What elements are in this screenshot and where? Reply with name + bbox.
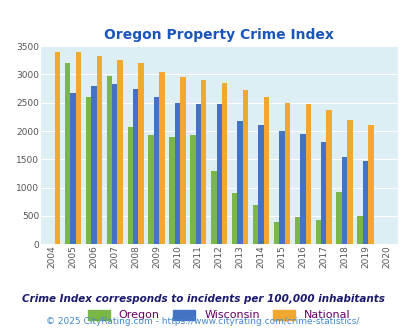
Bar — [242, 90, 248, 244]
Text: Crime Index corresponds to incidents per 100,000 inhabitants: Crime Index corresponds to incidents per… — [21, 294, 384, 304]
Bar — [117, 60, 123, 244]
Bar — [252, 205, 258, 244]
Text: © 2025 CityRating.com - https://www.cityrating.com/crime-statistics/: © 2025 CityRating.com - https://www.city… — [46, 317, 359, 326]
Bar — [356, 216, 362, 244]
Bar — [127, 127, 132, 244]
Bar — [341, 156, 346, 244]
Bar — [153, 97, 159, 244]
Bar — [91, 86, 96, 244]
Bar — [336, 192, 341, 244]
Bar — [75, 52, 81, 244]
Bar — [294, 217, 299, 244]
Bar — [320, 142, 326, 244]
Bar — [346, 120, 352, 244]
Bar — [169, 137, 174, 244]
Bar — [107, 76, 112, 244]
Bar — [231, 193, 237, 244]
Bar — [138, 63, 143, 244]
Bar — [159, 72, 164, 244]
Bar — [148, 135, 153, 244]
Bar — [284, 103, 289, 244]
Bar — [263, 97, 269, 244]
Bar — [305, 104, 310, 244]
Bar — [96, 56, 102, 244]
Bar — [85, 97, 91, 244]
Bar — [55, 52, 60, 244]
Bar — [299, 134, 305, 244]
Bar — [180, 77, 185, 244]
Bar — [200, 80, 206, 244]
Bar — [273, 221, 279, 244]
Legend: Oregon, Wisconsin, National: Oregon, Wisconsin, National — [83, 305, 354, 325]
Bar — [70, 93, 75, 244]
Bar — [195, 104, 200, 244]
Bar — [190, 135, 195, 244]
Bar — [362, 161, 367, 244]
Title: Oregon Property Crime Index: Oregon Property Crime Index — [104, 28, 333, 42]
Bar — [279, 131, 284, 244]
Bar — [326, 110, 331, 244]
Bar — [367, 125, 373, 244]
Bar — [315, 220, 320, 244]
Bar — [216, 104, 222, 244]
Bar — [237, 121, 242, 244]
Bar — [174, 103, 180, 244]
Bar — [112, 84, 117, 244]
Bar — [132, 89, 138, 244]
Bar — [211, 171, 216, 244]
Bar — [65, 63, 70, 244]
Bar — [222, 83, 227, 244]
Bar — [258, 125, 263, 244]
